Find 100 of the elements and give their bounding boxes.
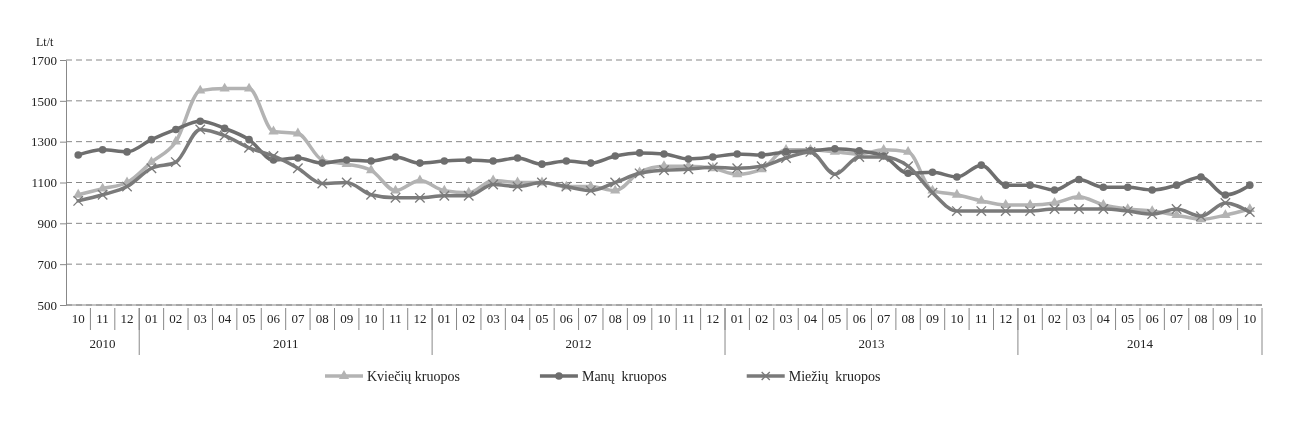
point xyxy=(73,188,84,198)
point xyxy=(123,148,131,156)
x-tick-label: 07 xyxy=(584,311,598,326)
x-tick-label: 02 xyxy=(462,311,476,326)
point xyxy=(390,184,401,194)
point xyxy=(1000,205,1012,217)
point xyxy=(318,159,327,167)
point xyxy=(951,205,963,217)
x-tick-label: 03 xyxy=(486,311,500,326)
point xyxy=(1001,181,1010,189)
point xyxy=(1024,205,1036,217)
x-tick-label: 12 xyxy=(999,311,1013,326)
point xyxy=(1075,175,1083,184)
point xyxy=(1244,206,1256,218)
point xyxy=(365,189,377,201)
x-tick-label: 11 xyxy=(682,311,695,326)
point xyxy=(440,157,449,165)
point xyxy=(709,153,717,161)
point xyxy=(170,156,182,168)
x-tick-label: 11 xyxy=(389,311,402,326)
point xyxy=(512,181,523,192)
x-tick-label: 08 xyxy=(901,311,915,326)
y-tick-label: 700 xyxy=(37,256,57,272)
point xyxy=(220,124,229,133)
x-tick-label: 05 xyxy=(828,311,842,326)
point xyxy=(975,205,987,217)
point xyxy=(1171,209,1182,219)
point xyxy=(1197,173,1205,181)
x-tick-label: 04 xyxy=(511,311,525,326)
point xyxy=(268,150,279,162)
point xyxy=(538,160,546,168)
point xyxy=(438,190,450,202)
x-tick-label: 10 xyxy=(1243,311,1257,326)
point xyxy=(611,152,619,160)
x-tick-label: 04 xyxy=(1096,311,1111,326)
x-tick-label: 03 xyxy=(779,311,793,326)
y-tick-label: 500 xyxy=(37,297,57,313)
point xyxy=(976,194,987,204)
x-tick-label: 12 xyxy=(120,311,134,326)
point xyxy=(487,179,499,190)
point xyxy=(1049,203,1060,215)
point xyxy=(829,168,841,180)
x-tick-label: 10 xyxy=(657,311,671,326)
y-tick-label: 1500 xyxy=(31,93,57,109)
point xyxy=(1026,181,1034,189)
point xyxy=(268,125,279,135)
point xyxy=(684,155,693,163)
point xyxy=(146,162,157,174)
point xyxy=(951,188,962,198)
point xyxy=(609,177,621,188)
point xyxy=(463,190,475,202)
x-tick-label: 09 xyxy=(1218,311,1232,326)
point xyxy=(1221,191,1230,199)
x-tick-label: 04 xyxy=(803,311,818,326)
x-tick-label: 08 xyxy=(608,311,622,326)
point xyxy=(367,157,375,165)
point xyxy=(635,149,644,157)
x-tick-label: 10 xyxy=(364,311,378,326)
point xyxy=(416,159,424,167)
point xyxy=(342,156,351,164)
x-tick-label: 02 xyxy=(169,311,183,326)
point xyxy=(780,152,792,164)
point xyxy=(414,174,426,184)
x-tick-label: 08 xyxy=(1194,311,1208,326)
point xyxy=(464,156,473,164)
x-tick-label: 05 xyxy=(535,311,549,326)
point xyxy=(1220,209,1231,219)
x-tick-label: 11 xyxy=(96,311,109,326)
point xyxy=(74,151,82,159)
x-tick-label: 03 xyxy=(1072,311,1086,326)
point xyxy=(683,163,694,175)
x-tick-label: 09 xyxy=(633,311,647,326)
point xyxy=(562,157,571,165)
point xyxy=(757,151,766,159)
point xyxy=(1220,197,1231,209)
point xyxy=(1123,183,1132,191)
x-tick-label: 11 xyxy=(975,311,988,326)
x-tick-label: 07 xyxy=(1170,311,1184,326)
point xyxy=(782,148,790,156)
point xyxy=(733,150,742,158)
text: 2013 xyxy=(858,336,885,351)
point xyxy=(341,177,353,188)
y-tick-label: 900 xyxy=(37,215,57,231)
legend-label: Manų kruopos xyxy=(581,369,667,384)
x-tick-label: 06 xyxy=(852,311,867,326)
x-tick-label: 04 xyxy=(218,311,232,326)
y-tick-label: 1300 xyxy=(31,134,57,150)
x-tick-label: 12 xyxy=(706,311,720,326)
x-tick-label: 01 xyxy=(144,311,158,326)
point xyxy=(1073,203,1085,215)
point xyxy=(610,184,621,194)
point xyxy=(731,162,743,174)
point xyxy=(414,192,426,204)
point xyxy=(658,164,670,176)
x-tick-label: 07 xyxy=(291,311,305,326)
x-tick-label: 02 xyxy=(1048,311,1062,326)
x-tick-label: 10 xyxy=(950,311,964,326)
point xyxy=(1148,186,1156,194)
point xyxy=(1171,203,1182,215)
point xyxy=(172,125,180,134)
